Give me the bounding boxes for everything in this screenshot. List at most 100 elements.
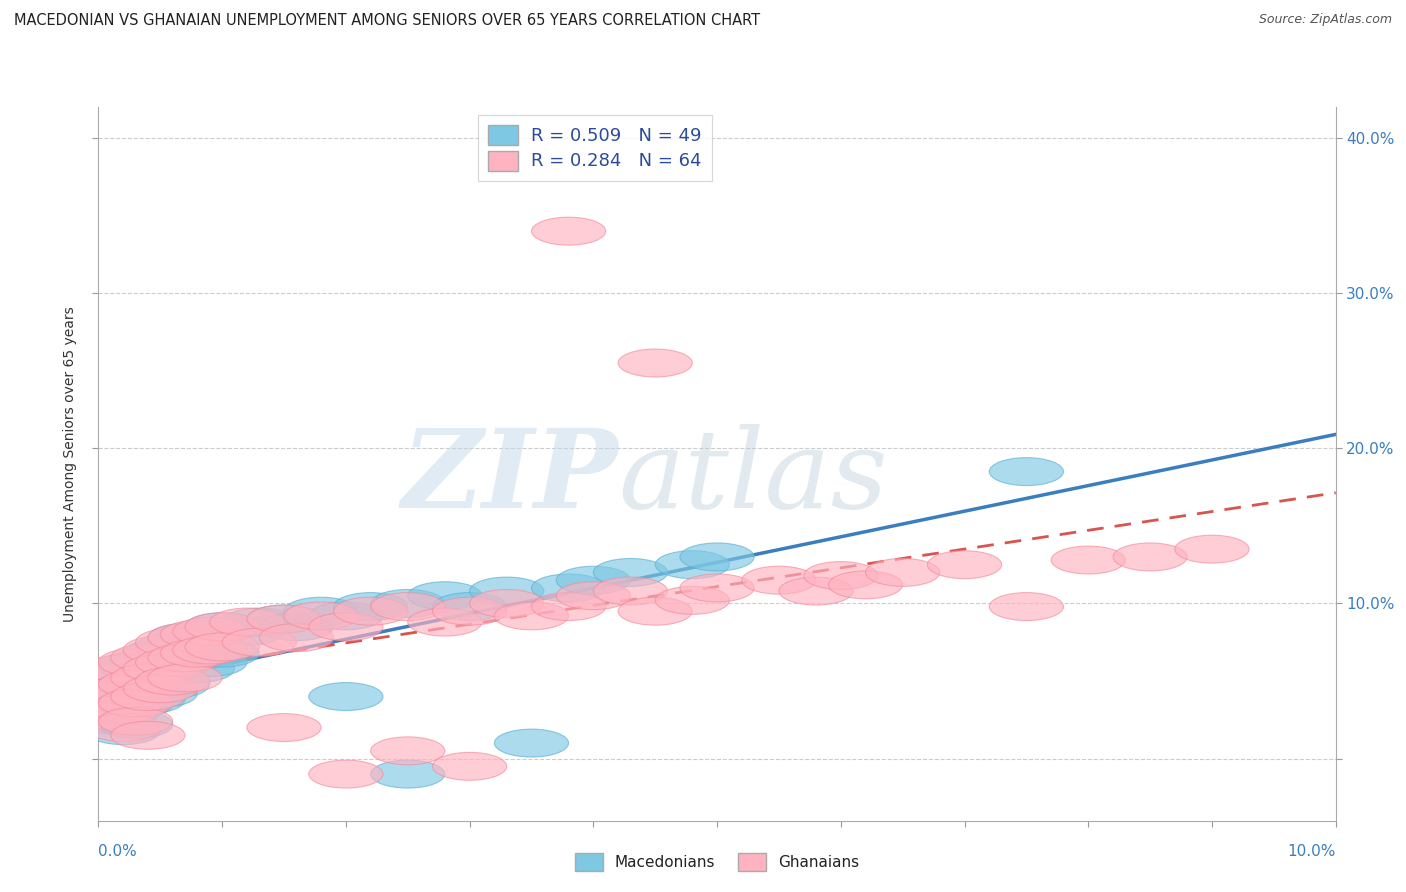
Ellipse shape (619, 349, 692, 377)
Ellipse shape (655, 586, 730, 615)
Ellipse shape (186, 633, 259, 661)
Ellipse shape (309, 760, 382, 788)
Ellipse shape (259, 624, 333, 651)
Ellipse shape (160, 621, 235, 648)
Ellipse shape (73, 686, 148, 714)
Ellipse shape (433, 598, 506, 625)
Ellipse shape (86, 716, 160, 745)
Ellipse shape (111, 644, 186, 672)
Ellipse shape (135, 628, 209, 657)
Ellipse shape (681, 543, 754, 571)
Ellipse shape (186, 613, 259, 640)
Ellipse shape (990, 458, 1063, 485)
Legend: Macedonians, Ghanaians: Macedonians, Ghanaians (569, 847, 865, 877)
Ellipse shape (1175, 535, 1249, 563)
Ellipse shape (371, 760, 444, 788)
Text: Source: ZipAtlas.com: Source: ZipAtlas.com (1258, 13, 1392, 27)
Ellipse shape (111, 686, 186, 714)
Ellipse shape (135, 651, 209, 680)
Ellipse shape (222, 608, 297, 636)
Ellipse shape (371, 592, 444, 621)
Ellipse shape (186, 613, 259, 640)
Ellipse shape (408, 608, 482, 636)
Ellipse shape (135, 670, 209, 698)
Ellipse shape (408, 582, 482, 609)
Ellipse shape (124, 659, 197, 687)
Ellipse shape (148, 644, 222, 672)
Ellipse shape (209, 617, 284, 645)
Ellipse shape (619, 598, 692, 625)
Ellipse shape (173, 621, 247, 648)
Ellipse shape (742, 566, 815, 594)
Ellipse shape (98, 651, 173, 680)
Ellipse shape (73, 682, 148, 711)
Ellipse shape (247, 605, 321, 633)
Ellipse shape (160, 628, 235, 657)
Ellipse shape (62, 690, 135, 718)
Text: ZIP: ZIP (402, 425, 619, 532)
Ellipse shape (73, 701, 148, 729)
Ellipse shape (160, 655, 235, 682)
Ellipse shape (470, 577, 544, 605)
Ellipse shape (124, 675, 197, 703)
Ellipse shape (655, 550, 730, 579)
Ellipse shape (284, 602, 359, 630)
Ellipse shape (259, 613, 333, 640)
Ellipse shape (135, 648, 209, 676)
Ellipse shape (98, 707, 173, 735)
Ellipse shape (1114, 543, 1187, 571)
Ellipse shape (371, 737, 444, 764)
Ellipse shape (928, 550, 1001, 579)
Ellipse shape (531, 217, 606, 245)
Ellipse shape (86, 714, 160, 741)
Ellipse shape (98, 689, 173, 716)
Ellipse shape (111, 667, 186, 695)
Ellipse shape (98, 648, 173, 676)
Ellipse shape (73, 670, 148, 698)
Text: MACEDONIAN VS GHANAIAN UNEMPLOYMENT AMONG SENIORS OVER 65 YEARS CORRELATION CHAR: MACEDONIAN VS GHANAIAN UNEMPLOYMENT AMON… (14, 13, 761, 29)
Ellipse shape (557, 566, 630, 594)
Ellipse shape (557, 582, 630, 609)
Ellipse shape (495, 602, 568, 630)
Ellipse shape (531, 592, 606, 621)
Ellipse shape (866, 558, 939, 586)
Ellipse shape (98, 690, 173, 718)
Ellipse shape (148, 644, 222, 672)
Ellipse shape (593, 558, 668, 586)
Ellipse shape (247, 605, 321, 633)
Ellipse shape (86, 676, 160, 705)
Ellipse shape (173, 648, 247, 676)
Ellipse shape (98, 711, 173, 739)
Ellipse shape (470, 590, 544, 617)
Ellipse shape (124, 636, 197, 664)
Ellipse shape (135, 633, 209, 661)
Ellipse shape (531, 574, 606, 602)
Ellipse shape (111, 648, 186, 676)
Ellipse shape (681, 574, 754, 602)
Ellipse shape (73, 664, 148, 692)
Ellipse shape (124, 680, 197, 707)
Ellipse shape (148, 624, 222, 651)
Text: atlas: atlas (619, 425, 887, 532)
Ellipse shape (98, 675, 173, 703)
Ellipse shape (247, 714, 321, 741)
Ellipse shape (1052, 546, 1125, 574)
Ellipse shape (433, 752, 506, 780)
Ellipse shape (333, 592, 408, 621)
Ellipse shape (86, 695, 160, 723)
Ellipse shape (111, 664, 186, 692)
Ellipse shape (135, 667, 209, 695)
Ellipse shape (111, 722, 186, 749)
Ellipse shape (433, 592, 506, 621)
Ellipse shape (98, 670, 173, 698)
Ellipse shape (309, 602, 382, 630)
Ellipse shape (173, 636, 247, 664)
Ellipse shape (828, 571, 903, 599)
Ellipse shape (990, 592, 1063, 621)
Ellipse shape (284, 598, 359, 625)
Ellipse shape (148, 624, 222, 651)
Ellipse shape (309, 682, 382, 711)
Ellipse shape (86, 655, 160, 682)
Ellipse shape (495, 729, 568, 757)
Ellipse shape (73, 706, 148, 734)
